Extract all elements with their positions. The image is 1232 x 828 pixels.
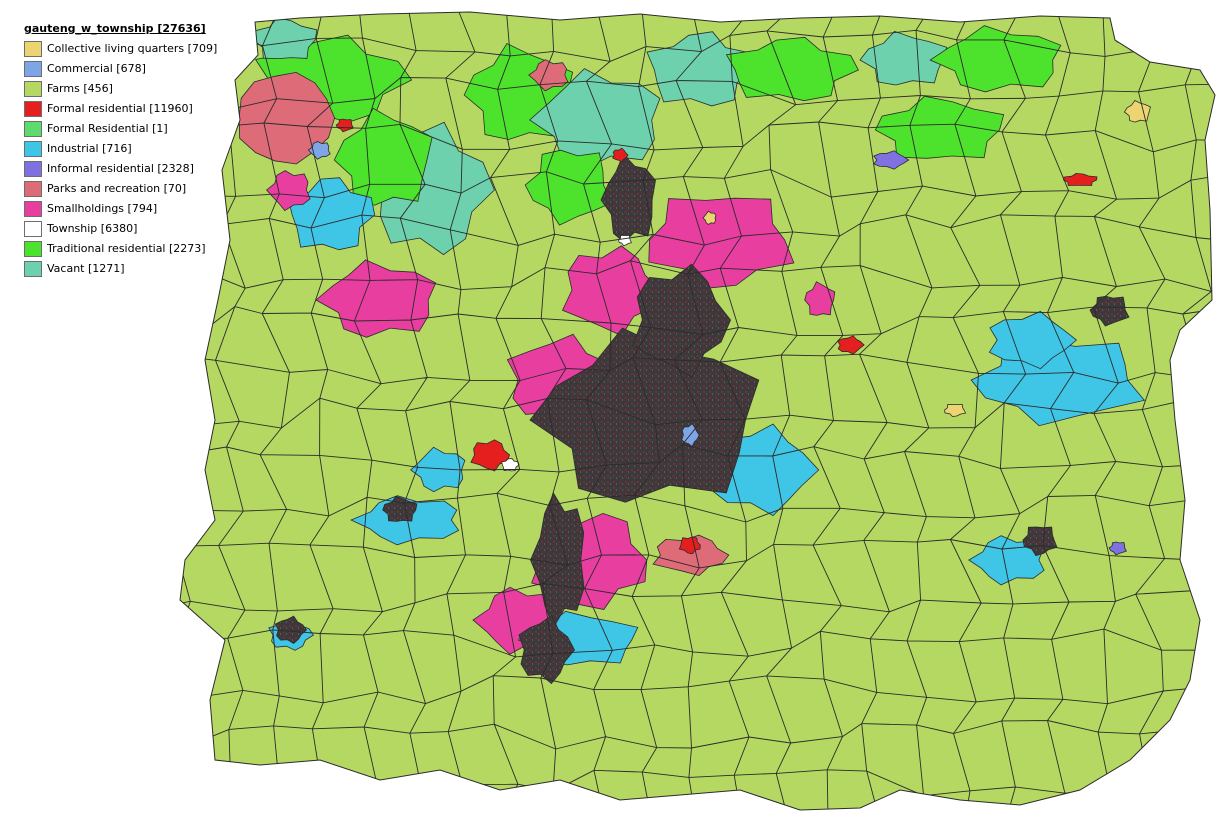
vacant-zone[interactable]: [529, 68, 661, 170]
dense-urban-core[interactable]: [1022, 526, 1058, 557]
legend-label: Vacant [1271]: [47, 262, 125, 275]
industrial-zone[interactable]: [410, 446, 466, 493]
traditional-residential-zone[interactable]: [725, 36, 859, 102]
legend-swatch: [24, 61, 42, 77]
informal-residential-zone[interactable]: [1108, 541, 1127, 556]
legend-item[interactable]: Commercial [678]: [24, 59, 217, 79]
dense-urban-core[interactable]: [518, 614, 575, 685]
legend-swatch: [24, 221, 42, 237]
informal-residential-zone[interactable]: [873, 150, 910, 170]
collective-living-quarters-zone[interactable]: [1123, 99, 1151, 123]
legend-swatch: [24, 241, 42, 257]
industrial-zone[interactable]: [988, 310, 1078, 370]
legend-label: Traditional residential [2273]: [47, 242, 206, 255]
legend-item[interactable]: Farms [456]: [24, 79, 217, 99]
legend-item[interactable]: Collective living quarters [709]: [24, 39, 217, 59]
legend-swatch: [24, 141, 42, 157]
layer-legend: gauteng_w_township [27636] Collective li…: [20, 19, 222, 283]
legend-label: Collective living quarters [709]: [47, 42, 218, 55]
legend-label: Industrial [716]: [47, 142, 132, 155]
traditional-residential-zone[interactable]: [333, 107, 433, 206]
dense-urban-core[interactable]: [600, 153, 656, 243]
formal-residential-zone[interactable]: [470, 439, 511, 472]
vacant-zone[interactable]: [646, 31, 758, 107]
legend-swatch: [24, 81, 42, 97]
legend-label: Farms [456]: [47, 82, 113, 95]
smallholdings-zone[interactable]: [266, 170, 311, 212]
formal-residential-zone[interactable]: [335, 118, 355, 133]
dense-urban-core[interactable]: [1089, 295, 1130, 327]
parks-and-recreation-zone[interactable]: [652, 534, 730, 577]
legend-label: Informal residential [2328]: [47, 162, 194, 175]
legend-swatch: [24, 121, 42, 137]
legend-item[interactable]: Industrial [716]: [24, 139, 217, 159]
legend-item[interactable]: Traditional residential [2273]: [24, 239, 217, 259]
legend-item[interactable]: Formal Residential [1]: [24, 119, 217, 139]
legend-label: Smallholdings [794]: [47, 202, 158, 215]
formal-residential-zone[interactable]: [837, 335, 865, 355]
legend-list: Collective living quarters [709] Commerci…: [24, 39, 217, 279]
land-use-zones: [238, 17, 1155, 685]
smallholdings-zone[interactable]: [804, 281, 836, 316]
legend-label: Formal Residential [1]: [47, 122, 168, 135]
legend-label: Commercial [678]: [47, 62, 146, 75]
legend-swatch: [24, 181, 42, 197]
legend-item[interactable]: Smallholdings [794]: [24, 199, 217, 219]
traditional-residential-zone[interactable]: [874, 95, 1005, 159]
smallholdings-zone[interactable]: [648, 197, 795, 290]
layer-title[interactable]: gauteng_w_township [27636]: [24, 22, 206, 35]
legend-swatch: [24, 161, 42, 177]
legend-swatch: [24, 201, 42, 217]
township-zone[interactable]: [501, 458, 520, 472]
formal-residential-zone[interactable]: [612, 147, 629, 163]
formal-residential-zone[interactable]: [1063, 172, 1098, 186]
legend-item[interactable]: Township [6380]: [24, 219, 217, 239]
legend-label: Parks and recreation [70]: [47, 182, 187, 195]
legend-item[interactable]: Parks and recreation [70]: [24, 179, 217, 199]
legend-label: Formal residential [11960]: [47, 102, 193, 115]
legend-swatch: [24, 41, 42, 57]
collective-living-quarters-zone[interactable]: [944, 404, 967, 418]
legend-swatch: [24, 101, 42, 117]
legend-item[interactable]: Vacant [1271]: [24, 259, 217, 279]
industrial-zone[interactable]: [287, 177, 376, 251]
legend-swatch: [24, 261, 42, 277]
legend-item[interactable]: Formal residential [11960]: [24, 99, 217, 119]
collective-living-quarters-zone[interactable]: [702, 210, 717, 225]
smallholdings-zone[interactable]: [561, 245, 661, 337]
legend-label: Township [6380]: [47, 222, 138, 235]
vacant-zone[interactable]: [859, 30, 948, 86]
traditional-residential-zone[interactable]: [929, 25, 1062, 93]
legend-item[interactable]: Informal residential [2328]: [24, 159, 217, 179]
